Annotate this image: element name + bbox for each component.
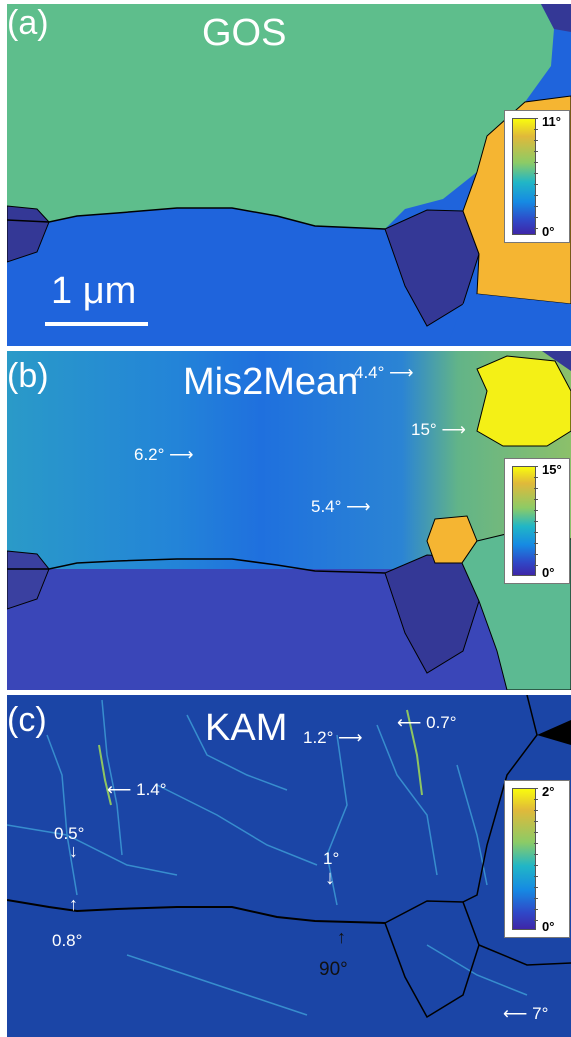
annotation-0-7: ⟵ 0.7°: [397, 713, 457, 732]
arrow-right-icon: ⟶: [441, 420, 466, 439]
panel-title-gos: GOS: [202, 12, 287, 54]
colorbar-ticks: [534, 466, 538, 576]
annotation-90: 90°: [319, 959, 348, 980]
arrow-left-icon: ⟵: [107, 780, 132, 799]
gos-map: [7, 4, 571, 346]
colorbar-min-label: 0°: [542, 565, 555, 580]
mis2mean-colorbar: 15° 0°: [504, 458, 570, 584]
panel-title-mis2mean: Mis2Mean: [183, 361, 359, 403]
colorbar-gradient: [512, 118, 536, 235]
arrow-left-icon: ⟵: [503, 1004, 528, 1023]
arrow-up-icon: ↑: [337, 927, 346, 947]
colorbar-max-label: 11°: [542, 114, 561, 129]
mis2mean-map: [7, 351, 571, 690]
colorbar-min-label: 0°: [542, 919, 555, 934]
kam-colorbar: 2° 0°: [504, 780, 570, 938]
mis2mean-panel: (b) Mis2Mean 4.4° ⟶ 15° ⟶ 6.2° ⟶ 5.4° ⟶ …: [7, 351, 571, 690]
scale-bar-label: 1 μm: [51, 270, 137, 312]
arrow-down-icon: ↓: [69, 841, 78, 861]
colorbar-gradient: [512, 788, 536, 930]
panel-label-a: (a): [7, 4, 49, 42]
annotation-7: ⟵ 7°: [503, 1004, 549, 1023]
arrow-right-icon: ⟶: [338, 728, 363, 747]
scale-bar: [45, 322, 148, 326]
gos-panel: (a) GOS 1 μm 11° 0°: [7, 4, 571, 346]
gos-colorbar: 11° 0°: [504, 110, 570, 243]
annotation-1: 1°: [323, 849, 340, 868]
arrow-right-icon: ⟶: [169, 445, 194, 464]
kam-panel: (c) KAM 1.2° ⟶ ⟵ 0.7° ⟵ 1.4° 0.5° ↓ 1° ↓…: [7, 695, 571, 1037]
annotation-4-4: 4.4° ⟶: [354, 363, 414, 382]
annotation-15: 15° ⟶: [411, 420, 466, 439]
colorbar-min-label: 0°: [542, 224, 555, 239]
arrow-right-icon: ⟶: [389, 363, 414, 382]
annotation-5-4: 5.4° ⟶: [311, 497, 371, 516]
arrow-up-icon: ↑: [69, 894, 78, 914]
colorbar-ticks: [534, 788, 538, 930]
colorbar-gradient: [512, 466, 536, 576]
annotation-1-4: ⟵ 1.4°: [107, 780, 167, 799]
annotation-0-5: 0.5°: [54, 824, 85, 843]
arrow-left-icon: ⟵: [397, 713, 422, 732]
arrow-down-icon: ↓: [325, 867, 335, 889]
arrow-right-icon: ⟶: [346, 497, 371, 516]
annotation-0-8: 0.8°: [52, 931, 83, 950]
panel-label-c: (c): [7, 701, 47, 739]
kam-map: [7, 695, 571, 1037]
panel-label-b: (b): [7, 357, 49, 395]
colorbar-ticks: [534, 118, 538, 235]
panel-title-kam: KAM: [205, 707, 288, 749]
annotation-1-2: 1.2° ⟶: [303, 728, 363, 747]
colorbar-max-label: 15°: [542, 462, 562, 477]
annotation-6-2: 6.2° ⟶: [134, 445, 194, 464]
colorbar-max-label: 2°: [542, 784, 555, 799]
